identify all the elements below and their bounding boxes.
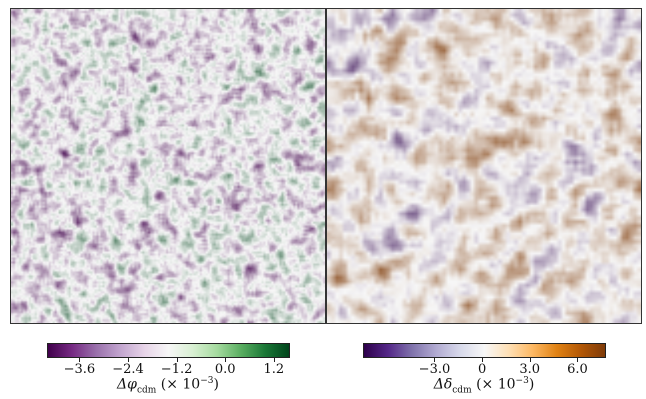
delta-colorbar-tick — [577, 358, 578, 362]
phi-heatmap-canvas — [11, 9, 325, 323]
delta-colorbar — [363, 343, 606, 358]
phi-colorbar-tick — [177, 358, 178, 362]
phi-heatmap — [10, 8, 326, 324]
phi-colorbar-tick — [274, 358, 275, 362]
phi-colorbar-tick-label: −1.2 — [160, 362, 193, 377]
delta-colorbar-tick — [482, 358, 483, 362]
delta-colorbar-tick-label: 0 — [477, 362, 487, 377]
delta-colorbar-tick — [530, 358, 531, 362]
phi-colorbar-tick-label: −3.6 — [63, 362, 96, 377]
phi-colorbar — [47, 343, 290, 358]
delta-colorbar-tick — [434, 358, 435, 362]
phi-colorbar-tick-label: 1.2 — [263, 362, 285, 377]
phi-colorbar-tick-label: −2.4 — [112, 362, 144, 377]
phi-colorbar-tick — [225, 358, 226, 362]
delta-colorbar-label: Δδcdm (× 10−3) — [433, 376, 535, 396]
delta-heatmap — [326, 8, 642, 324]
phi-colorbar-tick — [128, 358, 129, 362]
phi-colorbar-tick-label: 0.0 — [214, 362, 236, 377]
phi-colorbar-label: Δφcdm (× 10−3) — [117, 376, 219, 396]
delta-colorbar-tick-label: 6.0 — [567, 362, 588, 377]
delta-heatmap-canvas — [327, 9, 641, 323]
phi-colorbar-tick — [79, 358, 80, 362]
delta-colorbar-tick-label: −3.0 — [418, 362, 451, 377]
delta-colorbar-tick-label: 3.0 — [519, 362, 541, 377]
